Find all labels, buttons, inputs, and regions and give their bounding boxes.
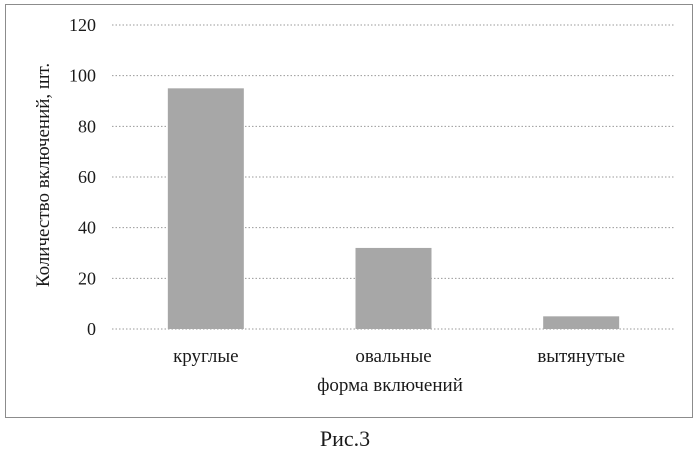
bar (543, 316, 619, 329)
x-category-label: овальные (355, 346, 431, 367)
y-tick-label: 0 (87, 319, 96, 339)
figure-caption: Рис.3 (320, 426, 370, 451)
bars (168, 88, 619, 329)
y-tick-label: 100 (69, 66, 96, 86)
y-tick-label: 80 (78, 116, 96, 136)
y-tick-label: 60 (78, 167, 96, 187)
y-axis-title: Количество включений, шт. (33, 63, 54, 287)
y-tick-label: 20 (78, 268, 96, 288)
y-tick-label: 120 (69, 15, 96, 35)
y-tick-label: 40 (78, 218, 96, 238)
x-axis-title: форма включений (317, 375, 463, 396)
y-tick-labels: 0 20 40 60 80 100 120 (69, 15, 96, 339)
bar (168, 88, 244, 329)
x-category-labels: круглые овальные вытянутые (173, 346, 625, 367)
x-category-label: круглые (173, 346, 239, 367)
x-category-label: вытянутые (537, 346, 625, 367)
bar (356, 248, 432, 329)
